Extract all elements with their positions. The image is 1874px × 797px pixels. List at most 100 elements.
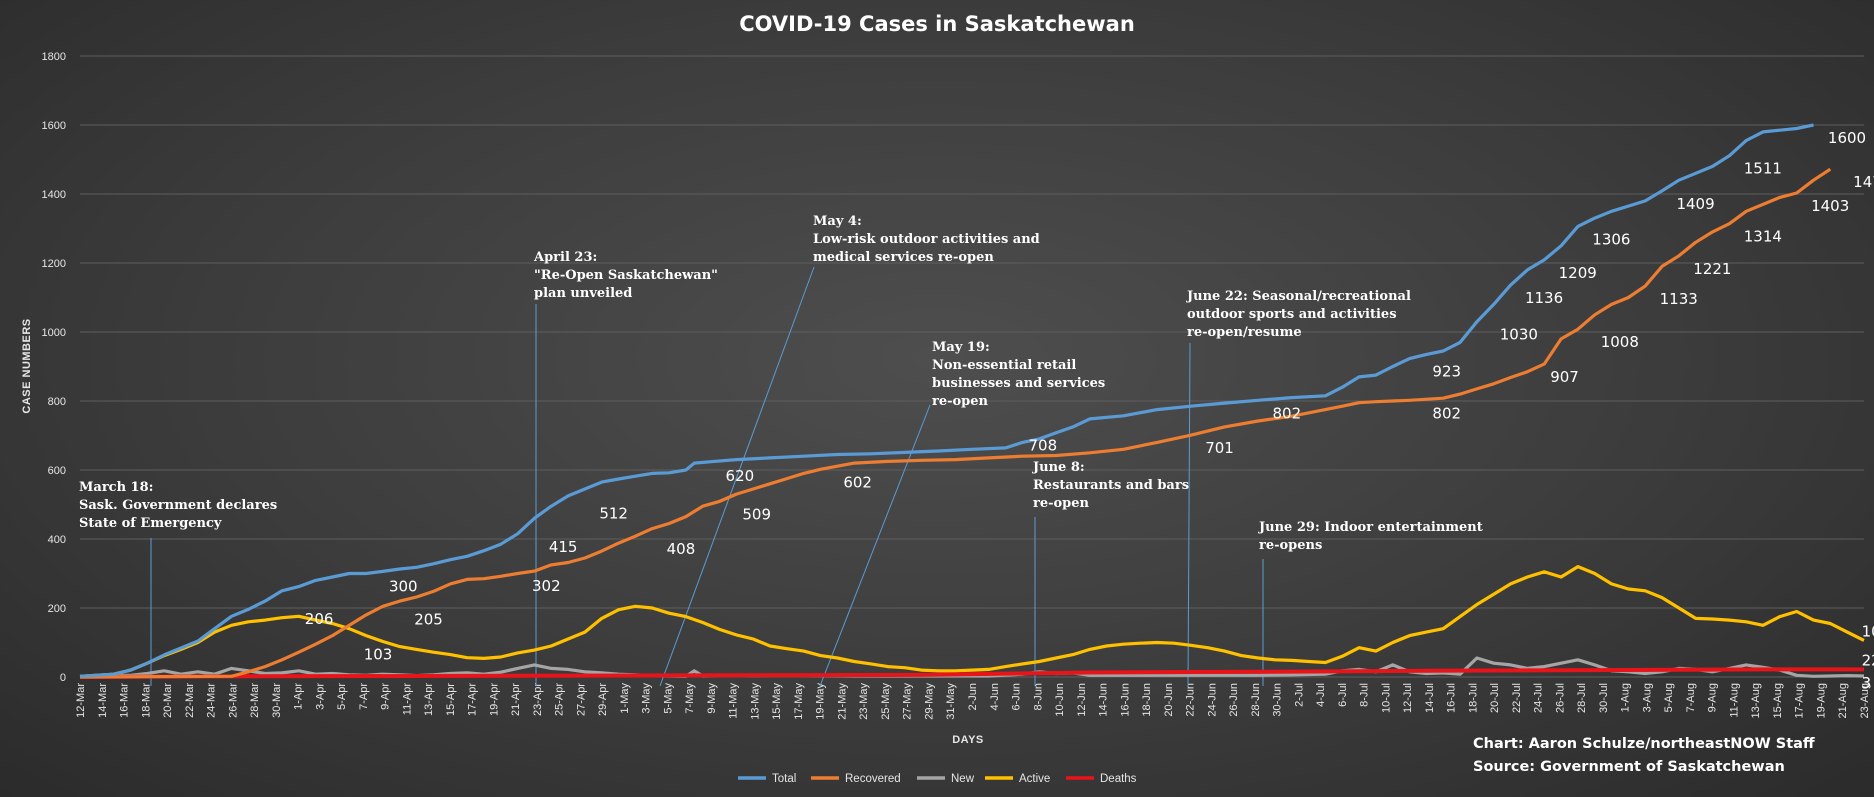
data-label: 1403	[1811, 197, 1849, 215]
data-label: 1136	[1525, 289, 1563, 307]
legend: Total Recovered New Active Deaths	[738, 773, 1137, 785]
x-tick-label: 9-May	[706, 683, 718, 714]
x-tick-label: 11-May	[728, 683, 740, 719]
annotation-line: Low-risk outdoor activities and	[813, 232, 1040, 247]
data-label: 205	[414, 610, 443, 628]
x-tick-label: 17-Apr	[467, 683, 479, 716]
data-label: 1030	[1500, 326, 1538, 344]
x-tick-label: 28-Jun	[1250, 683, 1262, 717]
x-tick-label: 6-Jun	[1011, 683, 1023, 711]
data-label: 206	[305, 610, 334, 628]
x-tick-label: 13-Apr	[423, 683, 435, 716]
legend-label-total: Total	[772, 773, 796, 785]
x-tick-label: 15-Apr	[445, 683, 457, 716]
annotation-note: May 4: Low-risk outdoor activities and med…	[813, 214, 1040, 265]
series-lines	[79, 123, 1865, 679]
annotation-line: businesses and services	[932, 376, 1105, 391]
annotation-note: March 18: Sask. Government declares State …	[79, 480, 277, 531]
x-tick-label: 25-Apr	[554, 683, 566, 716]
x-tick-label: 29-Apr	[597, 683, 609, 716]
x-tick-label: 21-May	[836, 683, 848, 720]
data-label: 907	[1550, 368, 1579, 386]
annotation-line: re-open	[1033, 496, 1090, 511]
x-tick-label: 4-Jul	[1315, 683, 1327, 707]
annotation-note: May 19: Non-essential retail businesses an…	[932, 340, 1105, 409]
x-tick-label: 27-May	[902, 683, 914, 720]
x-tick-label: 30-Jun	[1272, 683, 1284, 717]
annotation-line: May 4:	[813, 214, 862, 229]
data-label: 602	[843, 473, 872, 491]
x-tick-label: 31-May	[945, 683, 957, 720]
annotations: March 18: Sask. Government declares State …	[79, 214, 1483, 687]
x-tick-label: 16-Jun	[1119, 683, 1131, 717]
x-tick-label: 25-May	[880, 683, 892, 720]
x-tick-label: 16-Mar	[119, 683, 131, 718]
annotation-line: re-open	[932, 394, 989, 409]
x-tick-label: 23-May	[858, 683, 870, 720]
y-axis-ticks: 0 200 400 600 800 1000 1200 1400 1600 1800	[42, 51, 66, 684]
annotation-note: June 22: Seasonal/recreational outdoor sp…	[1186, 289, 1411, 340]
x-tick-label: 7-May	[684, 683, 696, 714]
credit-source: Source: Government of Saskatchewan	[1473, 759, 1785, 775]
x-tick-label: 6-Jul	[1337, 683, 1349, 707]
data-label: 415	[549, 538, 578, 556]
annotation-line: Restaurants and bars	[1033, 478, 1189, 493]
data-label: 512	[599, 504, 628, 522]
x-tick-label: 7-Apr	[358, 683, 370, 710]
x-tick-label: 14-Jul	[1424, 683, 1436, 713]
annotation-line: re-opens	[1259, 538, 1322, 553]
annotation-line: plan unveiled	[534, 286, 632, 301]
legend-label-deaths: Deaths	[1100, 773, 1137, 785]
data-label: 1008	[1601, 333, 1639, 351]
x-tick-label: 13-Aug	[1750, 683, 1762, 718]
annotation-line: May 19:	[932, 340, 990, 355]
x-tick-label: 24-Jul	[1533, 683, 1545, 713]
x-tick-label: 8-Jun	[1032, 683, 1044, 711]
x-tick-label: 28-Jul	[1576, 683, 1588, 713]
x-tick-label: 22-Jul	[1511, 683, 1523, 713]
x-tick-label: 20-Mar	[162, 683, 174, 718]
x-tick-label: 11-Aug	[1728, 683, 1740, 718]
annotation-line: "Re-Open Saskatchewan"	[534, 268, 718, 283]
x-tick-label: 9-Aug	[1707, 683, 1719, 712]
x-tick-label: 23-Apr	[532, 683, 544, 716]
x-tick-label: 30-Jul	[1598, 683, 1610, 713]
y-tick-label: 1200	[42, 258, 66, 270]
y-tick-label: 0	[60, 672, 66, 684]
data-label: 106	[1862, 622, 1874, 640]
data-label: 300	[389, 578, 418, 596]
x-tick-label: 5-Aug	[1663, 683, 1675, 712]
series-line-active	[79, 565, 1865, 678]
legend-label-new: New	[951, 773, 975, 785]
x-tick-label: 15-May	[771, 683, 783, 720]
y-tick-label: 600	[48, 465, 66, 477]
annotation-line: State of Emergency	[79, 516, 222, 531]
x-tick-label: 9-Apr	[380, 683, 392, 710]
x-tick-label: 15-Aug	[1772, 683, 1784, 718]
x-tick-label: 3-Apr	[314, 683, 326, 710]
x-tick-label: 2-Jun	[967, 683, 979, 711]
x-tick-label: 10-Jul	[1380, 683, 1392, 713]
data-label: 1511	[1744, 160, 1782, 178]
x-tick-label: 23-Aug	[1859, 683, 1871, 718]
x-tick-label: 26-Jun	[1228, 683, 1240, 717]
x-tick-label: 21-Aug	[1837, 683, 1849, 718]
x-tick-label: 2-Jul	[1293, 683, 1305, 707]
y-tick-label: 1000	[42, 327, 66, 339]
x-tick-label: 14-Jun	[1098, 683, 1110, 717]
data-labels: 206 300 415 512 620 708 802 923 1030 1136 1209 1306…	[305, 129, 1874, 692]
x-tick-label: 19-May	[815, 683, 827, 720]
annotation-note: June 8: Restaurants and bars re-open	[1032, 460, 1189, 511]
x-tick-label: 12-Jul	[1402, 683, 1414, 713]
x-tick-label: 3-May	[641, 683, 653, 714]
x-axis-label: DAYS	[952, 734, 984, 746]
series-line-recovered	[79, 167, 1832, 679]
annotation-leader-line	[1187, 342, 1191, 687]
x-axis-ticks: 12-Mar 14-Mar 16-Mar 18-Mar 20-Mar 22-Mar 24-M…	[75, 683, 1871, 720]
annotation-note: April 23: "Re-Open Saskatchewan" plan unve…	[533, 250, 718, 301]
data-label: 1314	[1744, 228, 1782, 246]
x-tick-label: 24-Mar	[206, 683, 218, 718]
x-tick-label: 17-May	[793, 683, 805, 720]
annotation-leader-line	[819, 404, 931, 687]
data-label: 701	[1205, 439, 1234, 457]
